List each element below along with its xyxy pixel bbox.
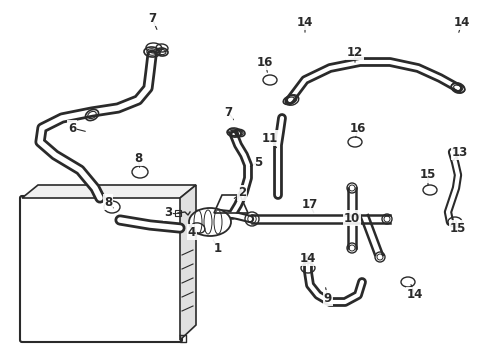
Text: 15: 15 bbox=[419, 168, 435, 181]
Text: 7: 7 bbox=[224, 105, 232, 118]
Text: 16: 16 bbox=[256, 55, 273, 68]
Text: 9: 9 bbox=[323, 292, 331, 305]
Text: 8: 8 bbox=[103, 195, 112, 208]
Ellipse shape bbox=[189, 208, 230, 236]
Text: 14: 14 bbox=[296, 15, 312, 28]
Text: 1: 1 bbox=[214, 242, 222, 255]
Text: 14: 14 bbox=[406, 288, 422, 302]
Text: 3: 3 bbox=[163, 207, 172, 220]
Text: 8: 8 bbox=[134, 152, 142, 165]
Text: 15: 15 bbox=[449, 221, 465, 234]
Text: 10: 10 bbox=[343, 211, 359, 225]
Text: 11: 11 bbox=[262, 131, 278, 144]
Text: 14: 14 bbox=[453, 15, 469, 28]
Text: 7: 7 bbox=[148, 12, 156, 24]
FancyBboxPatch shape bbox=[20, 196, 182, 342]
Polygon shape bbox=[22, 185, 196, 198]
Text: 16: 16 bbox=[349, 122, 366, 135]
Polygon shape bbox=[180, 185, 196, 340]
Text: 5: 5 bbox=[253, 156, 262, 168]
Text: 6: 6 bbox=[68, 122, 76, 135]
Text: 17: 17 bbox=[301, 198, 318, 211]
Text: 2: 2 bbox=[238, 186, 245, 199]
Text: 12: 12 bbox=[346, 45, 363, 58]
Text: 4: 4 bbox=[187, 225, 196, 238]
Text: 13: 13 bbox=[451, 145, 467, 158]
Text: 14: 14 bbox=[299, 252, 316, 265]
